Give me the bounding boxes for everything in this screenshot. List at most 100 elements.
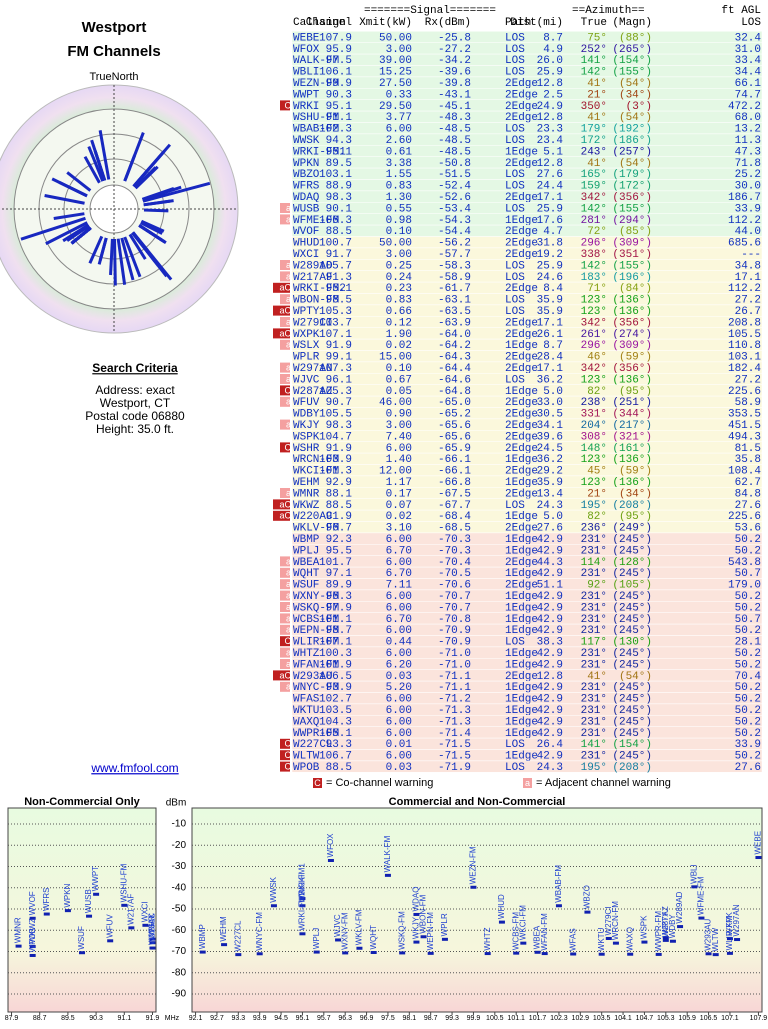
station-label: WALK-FM bbox=[383, 835, 392, 872]
x-tick-label: 92.1 bbox=[189, 1015, 203, 1022]
table-cell: 4.9 bbox=[543, 44, 563, 56]
table-cell: 0.23 bbox=[386, 283, 412, 295]
table-cell: W220AC bbox=[293, 511, 333, 523]
table-cell: -48.5 bbox=[438, 124, 471, 136]
station-label: WRKI-FM1 bbox=[298, 863, 307, 903]
table-cell: -43.1 bbox=[438, 89, 471, 101]
search-line: Westport, CT bbox=[100, 396, 171, 410]
table-cell: WFAS bbox=[293, 694, 320, 706]
table-cell: -64.8 bbox=[438, 386, 471, 398]
table-cell: 5.0 bbox=[543, 511, 563, 523]
x-tick-label: 101.1 bbox=[507, 1015, 525, 1022]
table-cell: (208°) bbox=[612, 500, 652, 512]
azimuth-bar bbox=[45, 221, 88, 246]
table-cell: (245°) bbox=[612, 591, 652, 603]
table-cell: 92.3 bbox=[326, 534, 352, 546]
table-cell: 27.6 bbox=[537, 169, 563, 181]
table-cell: -53.4 bbox=[438, 203, 471, 215]
table-cell: 0.12 bbox=[386, 317, 412, 329]
station-label: WFAS bbox=[568, 928, 577, 951]
table-row bbox=[291, 304, 763, 317]
table-cell: 183° bbox=[581, 272, 607, 284]
table-cell: LOS bbox=[505, 203, 525, 215]
table-cell: -68.5 bbox=[438, 523, 471, 535]
site-link[interactable]: www.fmfool.com bbox=[90, 761, 178, 775]
table-cell: 17.1 bbox=[537, 363, 564, 375]
table-cell: LOS bbox=[505, 762, 525, 774]
table-cell: 100.7 bbox=[319, 238, 352, 250]
table-cell: 24.5 bbox=[537, 443, 563, 455]
table-cell: W289AD bbox=[293, 260, 333, 272]
table-cell: 225.6 bbox=[728, 386, 761, 398]
station-mark bbox=[627, 952, 634, 956]
table-cell: 26.0 bbox=[537, 55, 563, 67]
table-cell: 25.9 bbox=[537, 67, 563, 79]
warning-badge bbox=[280, 294, 290, 305]
table-cell: WSHU-FM bbox=[293, 112, 339, 124]
table-cell: 44.0 bbox=[735, 226, 761, 238]
table-cell: WJVC bbox=[293, 374, 320, 386]
table-cell: (95°) bbox=[619, 386, 652, 398]
warning-badge bbox=[273, 328, 290, 339]
table-cell: W287AZ bbox=[293, 386, 333, 398]
table-cell: 53.6 bbox=[735, 523, 761, 535]
warning-badge bbox=[280, 203, 290, 213]
station-mark bbox=[413, 940, 420, 944]
table-cell: -51.5 bbox=[438, 169, 471, 181]
table-cell: 89.9 bbox=[326, 580, 352, 592]
station-label: WPLJ bbox=[312, 928, 321, 949]
station-mark bbox=[121, 903, 128, 907]
station-label: WXCI bbox=[141, 901, 150, 922]
table-cell: 34.4 bbox=[735, 67, 762, 79]
station-mark bbox=[107, 939, 114, 943]
table-cell: 34.8 bbox=[735, 260, 761, 272]
table-cell: (54°) bbox=[619, 158, 652, 170]
table-cell: 231° bbox=[581, 705, 607, 717]
station-label: WBZO bbox=[583, 885, 592, 909]
table-cell: 91.1 bbox=[326, 112, 353, 124]
table-cell: 141° bbox=[581, 55, 607, 67]
warning-flag: a bbox=[286, 317, 291, 327]
table-cell: 94.3 bbox=[326, 135, 352, 147]
table-row bbox=[291, 259, 763, 271]
table-cell: 6.00 bbox=[386, 625, 412, 637]
table-cell: (245°) bbox=[612, 728, 652, 740]
table-cell: 342° bbox=[581, 317, 607, 329]
table-cell: 103.7 bbox=[319, 317, 352, 329]
table-cell: 231° bbox=[581, 545, 607, 557]
table-cell: 142° bbox=[581, 67, 607, 79]
warning-badge bbox=[280, 579, 290, 590]
table-row bbox=[291, 167, 763, 180]
table-cell: 33.4 bbox=[735, 55, 762, 67]
table-cell: 231° bbox=[581, 694, 607, 706]
table-cell: 50.7 bbox=[735, 614, 761, 626]
table-cell: -70.4 bbox=[438, 557, 471, 569]
table-cell: 39.00 bbox=[379, 55, 412, 67]
station-label: WNYC-FM bbox=[255, 912, 264, 951]
table-cell: 42.9 bbox=[537, 659, 563, 671]
table-cell: 494.3 bbox=[728, 431, 761, 443]
legend-text: = Co-channel warning bbox=[326, 777, 433, 789]
warning-badge bbox=[280, 374, 290, 384]
table-cell: (192°) bbox=[612, 124, 652, 136]
table-cell: 1Edge bbox=[505, 682, 538, 694]
table-cell: 123° bbox=[581, 454, 607, 466]
table-cell: -39.6 bbox=[438, 67, 471, 79]
table-cell: LOS bbox=[505, 124, 525, 136]
station-label: WQHT bbox=[369, 925, 378, 950]
station-mark bbox=[420, 935, 427, 939]
table-cell: -34.2 bbox=[438, 55, 471, 67]
x-tick-label: 102.9 bbox=[572, 1015, 590, 1022]
table-cell: 231° bbox=[581, 682, 607, 694]
x-tick-label: 93.9 bbox=[253, 1015, 267, 1022]
table-cell: WNYC-FM bbox=[293, 682, 339, 694]
warning-flag: C bbox=[285, 739, 292, 749]
table-cell: -54.4 bbox=[438, 226, 471, 238]
table-cell: 50.2 bbox=[735, 659, 761, 671]
table-cell: -71.1 bbox=[438, 671, 471, 683]
station-mark bbox=[641, 940, 648, 944]
station-mark bbox=[470, 885, 477, 889]
warning-badge bbox=[280, 624, 290, 635]
table-cell: 231° bbox=[581, 602, 607, 614]
table-cell: 117° bbox=[581, 637, 607, 649]
